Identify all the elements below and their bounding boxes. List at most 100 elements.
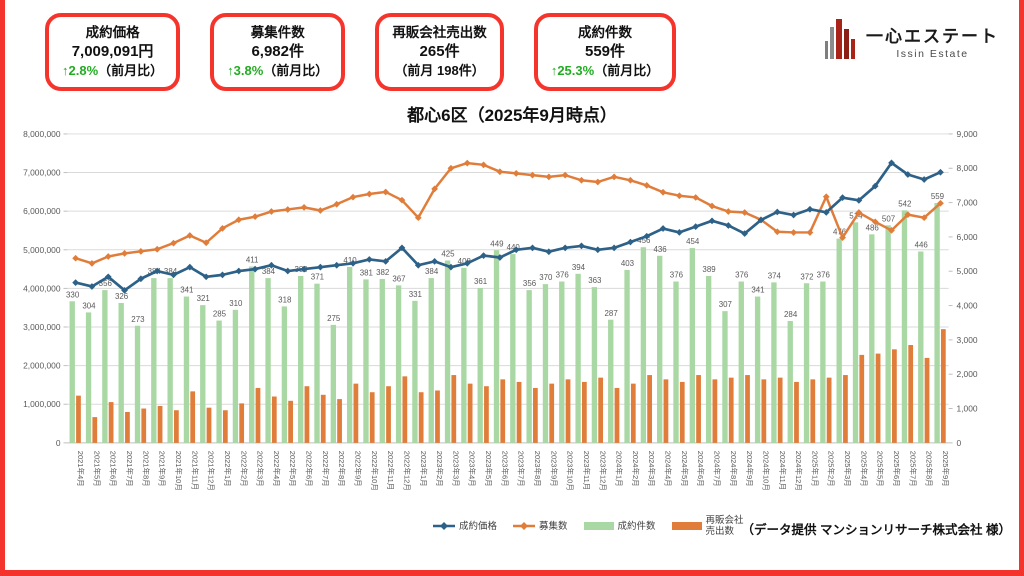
stat-title: 成約件数: [578, 25, 632, 40]
svg-text:376: 376: [817, 271, 831, 280]
legend-label: 成約価格: [459, 520, 498, 532]
svg-text:273: 273: [131, 315, 145, 324]
stat-title: 成約価格: [85, 25, 140, 40]
svg-text:5,000,000: 5,000,000: [23, 245, 61, 255]
svg-text:389: 389: [702, 265, 716, 274]
svg-text:2025年2月: 2025年2月: [827, 451, 837, 487]
svg-text:3,000: 3,000: [957, 335, 978, 345]
svg-text:2022年8月: 2022年8月: [337, 451, 347, 487]
svg-text:2023年9月: 2023年9月: [549, 451, 559, 487]
svg-text:384: 384: [164, 267, 178, 276]
svg-text:2022年3月: 2022年3月: [256, 451, 266, 487]
stat-value: 559件: [584, 43, 626, 61]
svg-text:446: 446: [915, 241, 929, 250]
svg-text:454: 454: [686, 237, 700, 246]
svg-text:2021年10月: 2021年10月: [174, 451, 184, 491]
company-logo: 一心エステート Issin Estate: [824, 17, 1005, 64]
svg-text:2025年3月: 2025年3月: [843, 451, 853, 487]
change-suffix: （前月比）: [263, 63, 329, 79]
svg-text:372: 372: [800, 272, 813, 281]
svg-text:275: 275: [327, 314, 341, 323]
svg-text:2022年2月: 2022年2月: [239, 451, 249, 487]
svg-text:370: 370: [539, 273, 553, 282]
svg-text:2022年4月: 2022年4月: [272, 451, 282, 487]
svg-text:310: 310: [229, 299, 243, 308]
svg-text:2021年8月: 2021年8月: [141, 451, 151, 487]
svg-text:411: 411: [246, 256, 259, 265]
svg-text:394: 394: [572, 263, 586, 272]
svg-text:2023年2月: 2023年2月: [435, 451, 445, 487]
svg-text:367: 367: [392, 274, 405, 283]
chart-canvas: 0 1,000,000 2,000,000 3,000,000 4,000,000 5,0…: [23, 129, 978, 491]
svg-text:0: 0: [56, 438, 61, 448]
logo-name-en: Issin Estate: [896, 47, 969, 60]
svg-text:2023年12月: 2023年12月: [598, 451, 608, 491]
svg-text:2024年3月: 2024年3月: [647, 451, 657, 487]
svg-text:326: 326: [115, 292, 129, 301]
svg-text:304: 304: [82, 301, 96, 310]
svg-text:2,000: 2,000: [957, 369, 978, 379]
svg-text:403: 403: [621, 259, 635, 268]
legend-item-contracts: 成約件数: [583, 520, 656, 534]
stat-value: 7,009,091円: [71, 43, 154, 61]
stat-title: 再販会社売出数: [392, 25, 487, 40]
stat-card-resale: 再販会社売出数 265件 （前月 198件）: [375, 13, 504, 92]
change-suffix: （前月比）: [594, 63, 660, 79]
svg-text:2023年3月: 2023年3月: [451, 451, 461, 487]
svg-text:7,000,000: 7,000,000: [23, 168, 61, 178]
chart-legend: 成約価格 募集数 成約件数 再販会社 売出数: [433, 515, 744, 538]
svg-text:440: 440: [507, 243, 521, 252]
building-bars-icon: [824, 17, 858, 64]
svg-text:408: 408: [458, 257, 472, 266]
svg-text:318: 318: [278, 295, 292, 304]
svg-text:507: 507: [882, 214, 895, 223]
orange-line-marker-icon: [513, 521, 536, 534]
svg-text:2023年1月: 2023年1月: [419, 451, 429, 487]
svg-text:3,000,000: 3,000,000: [23, 322, 61, 332]
svg-text:4,000,000: 4,000,000: [23, 283, 61, 293]
svg-text:559: 559: [931, 192, 945, 201]
svg-text:2022年9月: 2022年9月: [353, 451, 363, 487]
stat-change: （前月 198件）: [392, 62, 487, 80]
svg-text:7,000: 7,000: [957, 198, 978, 208]
svg-text:371: 371: [311, 273, 325, 282]
svg-text:425: 425: [441, 250, 455, 259]
legend-item-listings: 募集数: [513, 521, 568, 534]
svg-text:331: 331: [409, 290, 423, 299]
svg-text:356: 356: [99, 279, 113, 288]
svg-text:374: 374: [768, 271, 782, 280]
svg-text:2025年8月: 2025年8月: [925, 451, 935, 487]
stat-cards: 成約価格 7,009,091円 ↑2.8%（前月比） 募集件数 6,982件 ↑…: [45, 13, 677, 92]
svg-text:2024年5月: 2024年5月: [680, 451, 690, 487]
change-suffix: （前月比）: [98, 63, 164, 79]
svg-text:2023年5月: 2023年5月: [484, 451, 494, 487]
svg-text:2023年11月: 2023年11月: [582, 451, 592, 491]
svg-text:2025年9月: 2025年9月: [941, 451, 951, 487]
svg-text:341: 341: [751, 286, 765, 295]
svg-text:363: 363: [588, 276, 602, 285]
svg-text:6,000,000: 6,000,000: [23, 206, 61, 216]
svg-text:2022年1月: 2022年1月: [223, 451, 233, 487]
change-suffix: （前月 198件）: [394, 63, 485, 79]
svg-text:449: 449: [490, 239, 504, 248]
svg-text:1,000: 1,000: [957, 404, 978, 414]
svg-text:2021年9月: 2021年9月: [158, 451, 168, 487]
svg-text:2022年6月: 2022年6月: [305, 451, 315, 487]
svg-text:2024年6月: 2024年6月: [696, 451, 706, 487]
svg-text:2024年8月: 2024年8月: [729, 451, 739, 487]
svg-text:8,000,000: 8,000,000: [23, 129, 61, 139]
data-source: （データ提供 マンションリサーチ株式会社 様）: [741, 523, 1011, 538]
svg-text:2024年7月: 2024年7月: [712, 451, 722, 487]
svg-text:356: 356: [523, 279, 537, 288]
svg-text:542: 542: [898, 199, 911, 208]
legend-label: 成約件数: [617, 520, 656, 532]
svg-text:410: 410: [343, 256, 357, 265]
stat-change: ↑3.8%（前月比）: [227, 62, 328, 80]
blue-line-marker-icon: [433, 521, 455, 534]
change-up-value: ↑2.8%: [62, 63, 99, 79]
legend-item-price: 成約価格: [433, 521, 497, 534]
svg-text:2025年6月: 2025年6月: [892, 451, 902, 487]
change-up-value: ↑25.3%: [550, 63, 595, 79]
svg-text:285: 285: [213, 310, 227, 319]
